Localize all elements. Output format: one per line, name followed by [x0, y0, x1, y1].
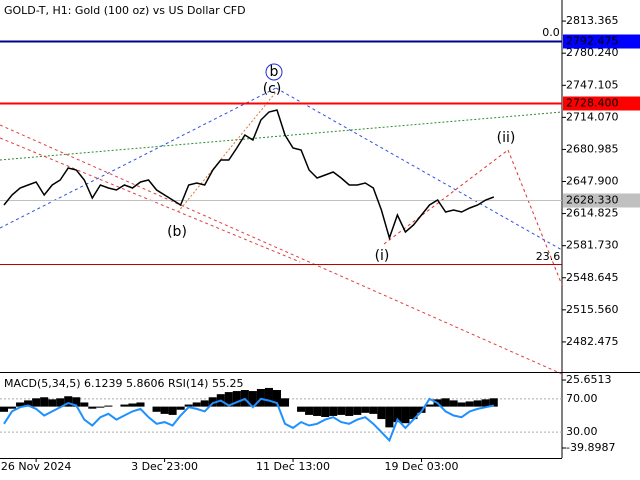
macd-bar: [8, 406, 17, 409]
macd-bar: [481, 399, 490, 407]
annotation: (i): [375, 248, 390, 264]
macd-bar: [425, 404, 434, 407]
macd-bar: [64, 396, 73, 407]
macd-bar: [120, 404, 129, 407]
macd-bar: [369, 406, 378, 414]
macd-bar: [489, 398, 498, 407]
wave-line: [383, 149, 509, 245]
annotation: (b): [167, 224, 187, 240]
y-tick-label: 2780.240: [566, 46, 619, 59]
macd-bar: [80, 402, 89, 407]
macd-bar: [48, 399, 57, 407]
price-label: 2792.475: [566, 35, 619, 48]
macd-bar: [32, 398, 41, 407]
y2-tick-label: -39.8987: [566, 441, 615, 454]
macd-bar: [264, 387, 273, 407]
x-tick-label: 3 Dec 23:00: [131, 460, 198, 473]
macd-bar: [409, 406, 418, 420]
annotation: (ii): [497, 130, 516, 146]
y-tick-label: 2515.560: [566, 303, 619, 316]
macd-bar: [224, 392, 233, 407]
macd-bar: [56, 398, 65, 407]
macd-bar: [361, 406, 370, 413]
macd-bar: [385, 406, 394, 428]
macd-bar: [353, 406, 362, 415]
macd-bar: [72, 397, 81, 407]
y-tick-label: 2747.105: [566, 78, 619, 91]
wave-circle: [265, 63, 283, 81]
y-tick-label: 2548.645: [566, 271, 619, 284]
y-tick-label: 2482.475: [566, 335, 619, 348]
macd-bar: [401, 406, 410, 424]
price-line: [3, 109, 495, 241]
y-tick-label: 2714.070: [566, 110, 619, 123]
x-tick-label: 11 Dec 13:00: [256, 460, 330, 473]
macd-bar: [281, 398, 290, 407]
y-tick-label: 2581.730: [566, 239, 619, 252]
y-tick-label: 2680.985: [566, 142, 619, 155]
y-tick-label: 2614.825: [566, 207, 619, 220]
macd-bar: [0, 406, 9, 412]
macd-bar: [297, 406, 306, 412]
macd-bar: [104, 405, 113, 407]
trend-line: [0, 124, 563, 375]
wave-line: [507, 149, 563, 286]
macd-bar: [393, 406, 402, 423]
price-label: 2628.330: [566, 194, 619, 207]
macd-bar: [208, 397, 217, 407]
y-tick-label: 2813.365: [566, 14, 619, 27]
x-tick-label: 19 Dec 03:00: [385, 460, 459, 473]
macd-bar: [465, 401, 474, 407]
macd-bar: [256, 388, 265, 407]
price-label: 2728.400: [566, 97, 619, 110]
macd-bar: [152, 406, 161, 412]
y-tick-label: 2647.900: [566, 175, 619, 188]
macd-bar: [200, 400, 209, 407]
macd-bar: [441, 398, 450, 407]
macd-bar: [16, 402, 25, 407]
trend-line: [275, 87, 563, 251]
macd-bar: [449, 400, 458, 407]
price-label-box: [563, 193, 640, 208]
macd-bar: [329, 406, 338, 416]
macd-bar: [192, 402, 201, 407]
y-tick-label: 70.00: [566, 392, 598, 405]
y2-tick-label: 25.6513: [566, 373, 612, 386]
price-label-box: [563, 96, 640, 111]
macd-bar: [313, 406, 322, 416]
y-tick-label: 30.00: [566, 425, 598, 438]
macd-bar: [457, 402, 466, 407]
annotation: (c): [263, 81, 282, 97]
macd-bar: [248, 391, 257, 407]
macd-bar: [321, 406, 330, 417]
macd-bar: [136, 402, 145, 407]
indicator-title: MACD(5,34,5) 6.1239 5.8606 RSI(14) 55.25: [4, 377, 243, 390]
macd-bar: [377, 406, 386, 420]
macd-bar: [176, 406, 185, 410]
annotation: b: [270, 64, 279, 80]
macd-bar: [345, 406, 354, 416]
macd-bar: [168, 406, 177, 415]
macd-bar: [88, 406, 97, 409]
x-tick-label: 26 Nov 2024: [1, 460, 71, 473]
macd-bar: [24, 400, 33, 407]
macd-bar: [128, 403, 137, 407]
macd-bar: [160, 406, 169, 414]
macd-bar: [184, 404, 193, 407]
wave-line: [177, 91, 277, 213]
macd-bar: [337, 406, 346, 415]
macd-bar: [40, 397, 49, 407]
annotation: 23.6: [536, 250, 561, 263]
macd-bar: [96, 406, 105, 408]
rsi-line: [3, 397, 495, 443]
macd-bar: [272, 390, 281, 407]
macd-bar: [305, 406, 314, 415]
chart-title: GOLD-T, H1: Gold (100 oz) vs US Dollar C…: [4, 4, 246, 17]
macd-bar: [232, 391, 241, 407]
price-label-box: [563, 34, 640, 49]
macd-bar: [473, 400, 482, 407]
annotation: 0.0: [542, 26, 560, 39]
